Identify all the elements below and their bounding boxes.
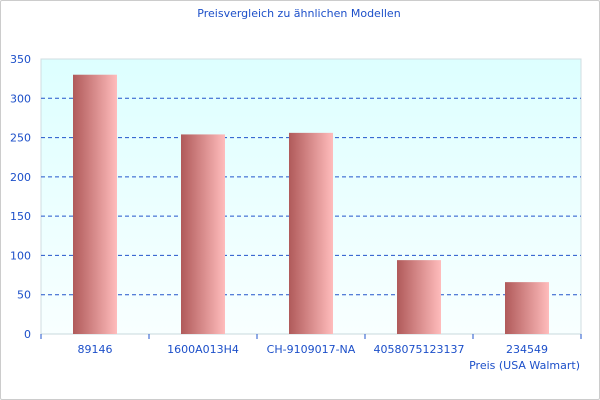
y-tick-label: 350: [10, 53, 31, 66]
bar: [397, 260, 441, 334]
bar: [73, 74, 117, 334]
bar: [289, 132, 333, 334]
y-tick-label: 200: [10, 171, 31, 184]
y-tick-label: 250: [10, 132, 31, 145]
x-tick-label: CH-9109017-NA: [267, 343, 356, 356]
y-tick-label: 50: [17, 289, 31, 302]
x-axis-label: Preis (USA Walmart): [469, 359, 580, 372]
bar: [505, 282, 549, 334]
x-tick-label: 1600A013H4: [167, 343, 239, 356]
chart-title: Preisvergleich zu ähnlichen Modellen: [197, 7, 400, 20]
x-tick-label: 89146: [78, 343, 113, 356]
y-tick-label: 300: [10, 92, 31, 105]
y-tick-label: 150: [10, 210, 31, 223]
bar: [181, 134, 225, 334]
x-tick-label: 234549: [506, 343, 548, 356]
y-tick-label: 0: [24, 328, 31, 341]
y-tick-label: 100: [10, 249, 31, 262]
x-tick-label: 4058075123137: [374, 343, 465, 356]
